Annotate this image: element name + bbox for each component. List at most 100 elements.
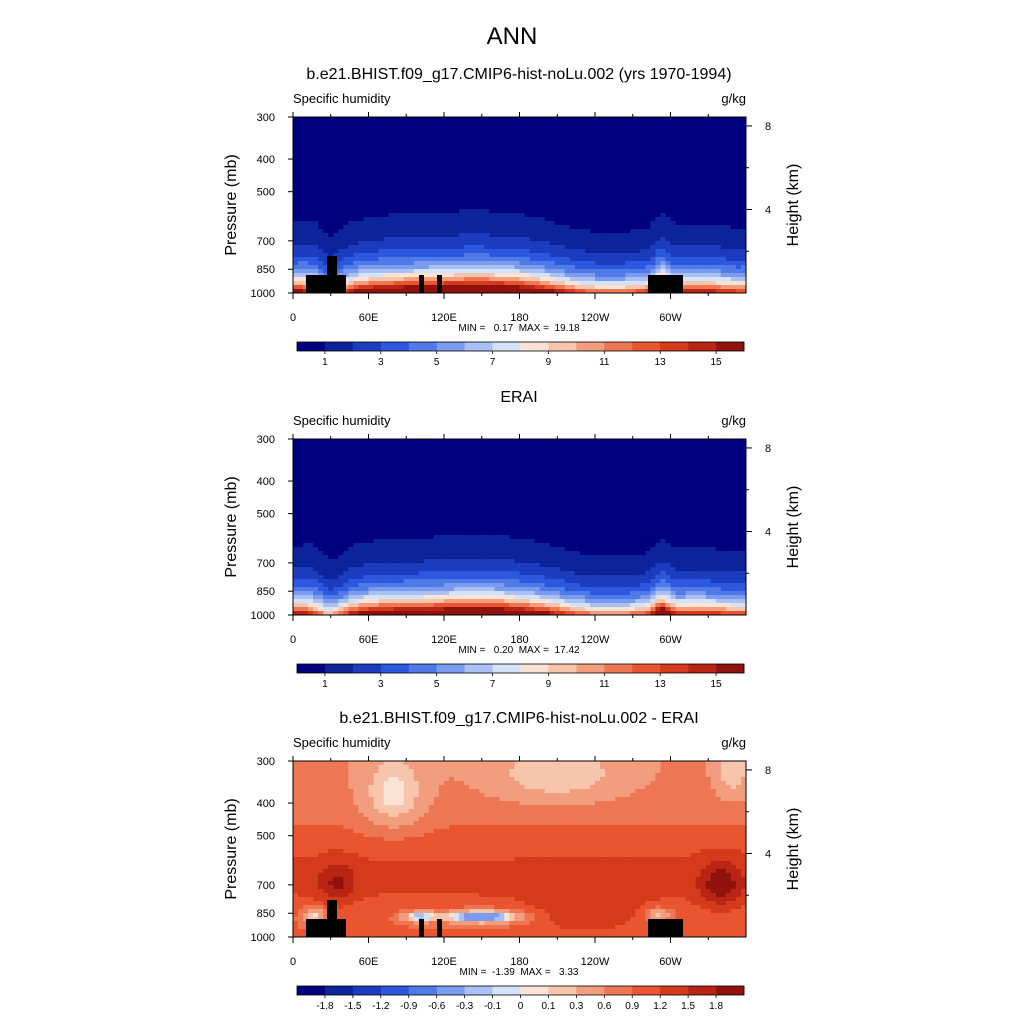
contour-cell (338, 209, 344, 214)
contour-cell (318, 611, 324, 615)
contour-cell (378, 611, 385, 615)
contour-cell (358, 579, 365, 584)
contour-cell (368, 169, 375, 174)
topography-block (419, 275, 424, 293)
contour-cell (595, 261, 601, 266)
contour-cell (433, 265, 440, 270)
contour-cell (524, 281, 531, 286)
contour-cell (735, 229, 742, 234)
contour-cell (363, 599, 370, 604)
contour-cell (303, 241, 309, 246)
contour-cell (383, 157, 390, 162)
colorbar-label: 13 (655, 357, 667, 368)
contour-cell (504, 257, 511, 262)
contour-cell (328, 161, 334, 166)
contour-cell (715, 205, 722, 210)
contour-cell (695, 217, 702, 222)
contour-cell (358, 217, 365, 222)
contour-cell (615, 245, 621, 250)
contour-cell (680, 241, 687, 246)
contour-cell (519, 289, 526, 293)
contour-cell (358, 281, 365, 286)
contour-cell (519, 153, 526, 158)
contour-cell (293, 479, 299, 484)
contour-cell (640, 265, 646, 270)
contour-cell (464, 253, 470, 258)
contour-cell (589, 173, 596, 178)
contour-cell (720, 241, 727, 246)
contour-cell (725, 185, 732, 190)
contour-cell (358, 137, 365, 142)
contour-cell (333, 447, 339, 452)
contour-cell (474, 145, 480, 150)
contour-cell (388, 197, 395, 202)
contour-cell (569, 205, 576, 210)
contour-cell (378, 141, 385, 146)
contour-cell (383, 125, 390, 130)
contour-cell (625, 221, 631, 226)
contour-cell (373, 599, 380, 604)
contour-cell (665, 229, 672, 234)
contour-cell (368, 515, 375, 520)
contour-cell (368, 463, 375, 468)
contour-cell (378, 523, 385, 528)
contour-cell (479, 273, 485, 278)
contour-cell (323, 125, 329, 130)
contour-cell (534, 265, 541, 270)
contour-cell (303, 177, 309, 182)
contour-cell (373, 201, 380, 206)
contour-cell (670, 217, 677, 222)
height-axis-label: Height (km) (785, 164, 802, 247)
contour-cell (524, 241, 531, 246)
contour-cell (740, 181, 746, 186)
contour-cell (338, 467, 344, 472)
contour-cell (303, 173, 309, 178)
contour-cell (438, 129, 445, 134)
contour-cell (735, 153, 742, 158)
contour-cell (328, 157, 334, 162)
contour-cell (549, 201, 556, 206)
contour-cell (403, 133, 410, 138)
contour-cell (690, 189, 697, 194)
contour-cell (615, 285, 621, 290)
contour-cell (393, 543, 400, 548)
contour-cell (630, 213, 636, 218)
panel-obs: ERAI Specific humidity g/kg 0 60E 120E 180 1… (223, 389, 802, 690)
contour-cell (610, 189, 616, 194)
contour-cell (620, 129, 626, 134)
contour-cell (519, 205, 526, 210)
contour-cell (660, 221, 667, 226)
contour-cell (489, 221, 495, 226)
contour-cell (393, 241, 400, 246)
contour-cell (398, 165, 405, 170)
contour-cell (378, 563, 385, 568)
contour-cell (715, 177, 722, 182)
contour-cell (293, 269, 299, 274)
contour-cell (454, 165, 460, 170)
contour-cell (338, 571, 344, 576)
contour-cell (298, 225, 304, 230)
contour-cell (464, 121, 470, 126)
contour-cell (635, 269, 641, 274)
contour-cell (605, 141, 611, 146)
colorbar-label: 1 (322, 357, 328, 368)
contour-cell (383, 503, 390, 508)
contour-cell (353, 149, 360, 154)
contour-cell (479, 197, 485, 202)
contour-cell (564, 201, 571, 206)
contour-cell (303, 515, 309, 520)
contour-cell (328, 503, 334, 508)
contour-cell (650, 205, 656, 210)
contour-cell (700, 173, 707, 178)
contour-cell (710, 241, 717, 246)
contour-cell (393, 519, 400, 524)
contour-cell (308, 547, 314, 552)
contour-cell (413, 209, 420, 214)
contour-cell (529, 193, 536, 198)
contour-cell (735, 125, 742, 130)
contour-cell (298, 467, 304, 472)
contour-cell (539, 117, 546, 122)
contour-cell (383, 463, 390, 468)
contour-cell (464, 145, 470, 150)
contour-cell (303, 567, 309, 572)
